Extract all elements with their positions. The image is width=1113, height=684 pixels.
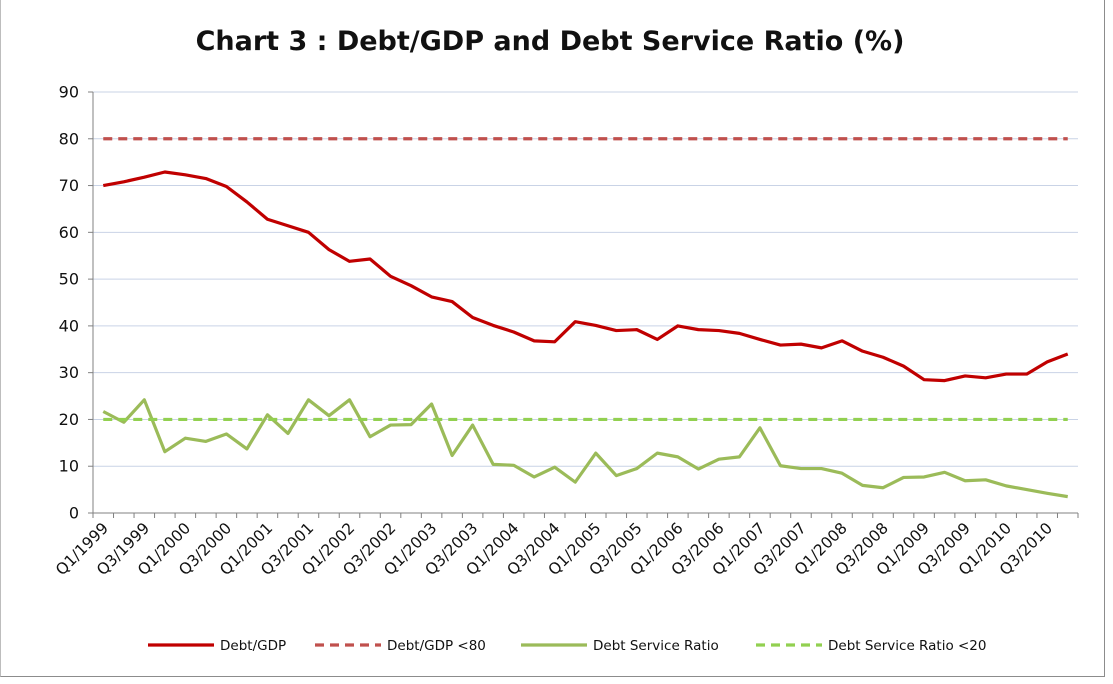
chart-title: Chart 3 : Debt/GDP and Debt Service Rati…	[195, 26, 905, 57]
y-tick-label: 10	[59, 457, 79, 476]
y-axis-ticks: 0 10 20 30 40 50 60 70 80 90	[59, 83, 93, 523]
series-line-debt-service-ratio	[102, 398, 1068, 499]
y-tick-label: 50	[59, 270, 79, 289]
y-tick-label: 20	[59, 410, 79, 429]
y-tick-label: 80	[59, 129, 79, 148]
y-tick-label: 40	[59, 316, 79, 335]
y-tick-label: 60	[59, 223, 79, 242]
y-tick-label: 70	[59, 176, 79, 195]
series-lines	[102, 137, 1069, 499]
legend: Debt/GDP Debt/GDP <80 Debt Service Ratio De…	[148, 638, 986, 654]
y-tick-label: 30	[59, 363, 79, 382]
legend-label: Debt/GDP <80	[387, 638, 486, 654]
series-line-debt-gdp	[102, 170, 1069, 383]
legend-label: Debt Service Ratio	[593, 638, 719, 654]
gridlines	[93, 91, 1078, 467]
axes	[92, 92, 1078, 514]
y-tick-label: 90	[59, 83, 79, 102]
legend-label: Debt Service Ratio <20	[828, 638, 986, 654]
x-axis-ticks: Q1/1999Q3/1999Q1/2000Q3/2000Q1/2001Q3/20…	[52, 513, 1079, 579]
y-tick-label: 0	[69, 504, 79, 523]
legend-label: Debt/GDP	[220, 638, 286, 654]
